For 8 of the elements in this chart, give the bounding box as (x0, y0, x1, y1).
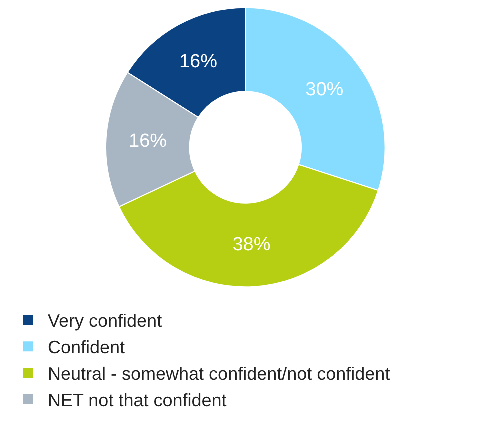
legend-label: Confident (48, 338, 126, 358)
legend-label: Very confident (48, 311, 162, 332)
data-label: 16% (129, 130, 168, 152)
legend-label: Neutral - somewhat confident/not confident (48, 364, 390, 384)
legend-label: NET not that confident (48, 390, 227, 410)
data-label: 16% (179, 51, 218, 72)
data-label: 30% (306, 80, 344, 101)
data-label: 38% (232, 234, 271, 256)
